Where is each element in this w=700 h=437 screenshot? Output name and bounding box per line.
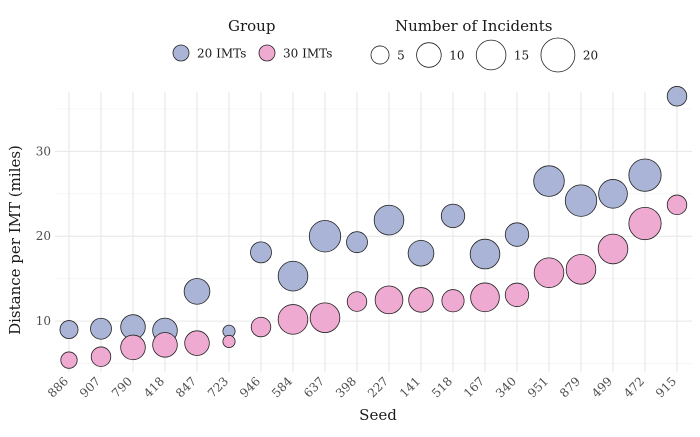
point-20-imts-886 (59, 320, 79, 340)
size-legend-label: 15 (514, 49, 529, 63)
point-30-imts-141 (408, 287, 434, 313)
point-30-imts-879 (565, 254, 597, 285)
point-20-imts-847 (183, 278, 211, 305)
point-20-imts-637 (308, 220, 342, 253)
point-30-imts-946 (250, 316, 272, 338)
point-20-imts-141 (407, 239, 435, 267)
size-legend-label: 20 (583, 49, 598, 63)
point-20-imts-518 (440, 203, 466, 229)
y-axis-title: Distance per IMT (miles) (6, 145, 24, 335)
size-legend-label: 5 (397, 49, 405, 63)
size-legend-label: 10 (449, 49, 464, 63)
legend-label-20-imts: 20 IMTs (197, 47, 246, 61)
legend-size-title: Number of Incidents (395, 17, 552, 35)
series-30-imts (60, 194, 688, 369)
point-30-imts-915 (666, 194, 688, 216)
point-30-imts-584 (277, 304, 309, 335)
y-tick-labels: 10 20 30 (36, 144, 51, 328)
point-30-imts-472 (628, 206, 662, 241)
legend-swatch-30-imts (258, 44, 276, 62)
point-30-imts-951 (533, 257, 565, 288)
legend-swatch-20-imts (172, 44, 190, 62)
series-20-imts (59, 86, 688, 344)
point-30-imts-340 (504, 282, 530, 307)
point-30-imts-637 (309, 302, 341, 333)
point-30-imts-167 (470, 282, 500, 313)
point-20-imts-499 (598, 179, 628, 209)
point-30-imts-886 (60, 351, 78, 369)
point-30-imts-790 (120, 334, 146, 361)
point-20-imts-879 (564, 184, 598, 217)
size-legend-circle (475, 39, 507, 71)
point-30-imts-518 (441, 289, 465, 313)
point-30-imts-418 (152, 332, 178, 358)
point-20-imts-398 (346, 231, 368, 254)
legend: Group 20 IMTs 30 IMTs Number of Incident… (172, 17, 598, 73)
point-20-imts-915 (666, 86, 688, 107)
point-20-imts-227 (373, 204, 405, 236)
x-axis-title: Seed (359, 406, 397, 424)
y-tick-label: 10 (36, 314, 51, 328)
point-20-imts-167 (469, 238, 501, 270)
y-tick-label: 20 (36, 229, 51, 243)
point-20-imts-584 (277, 260, 309, 292)
point-30-imts-723 (222, 334, 236, 348)
point-20-imts-951 (533, 165, 565, 197)
size-legend: 5 10 15 20 (370, 37, 598, 73)
point-30-imts-398 (346, 291, 368, 312)
point-30-imts-907 (90, 346, 112, 367)
point-30-imts-227 (374, 285, 404, 315)
point-20-imts-907 (90, 317, 112, 340)
size-legend-circle (370, 45, 390, 65)
point-20-imts-340 (504, 222, 530, 247)
point-30-imts-499 (597, 233, 629, 265)
y-tick-label: 30 (36, 144, 51, 158)
point-30-imts-847 (184, 330, 210, 356)
size-legend-circle (416, 42, 442, 68)
point-20-imts-946 (250, 241, 272, 264)
point-20-imts-472 (628, 158, 662, 192)
legend-label-30-imts: 30 IMTs (283, 47, 332, 61)
legend-group-title: Group (228, 17, 275, 35)
size-legend-circle (540, 37, 576, 73)
